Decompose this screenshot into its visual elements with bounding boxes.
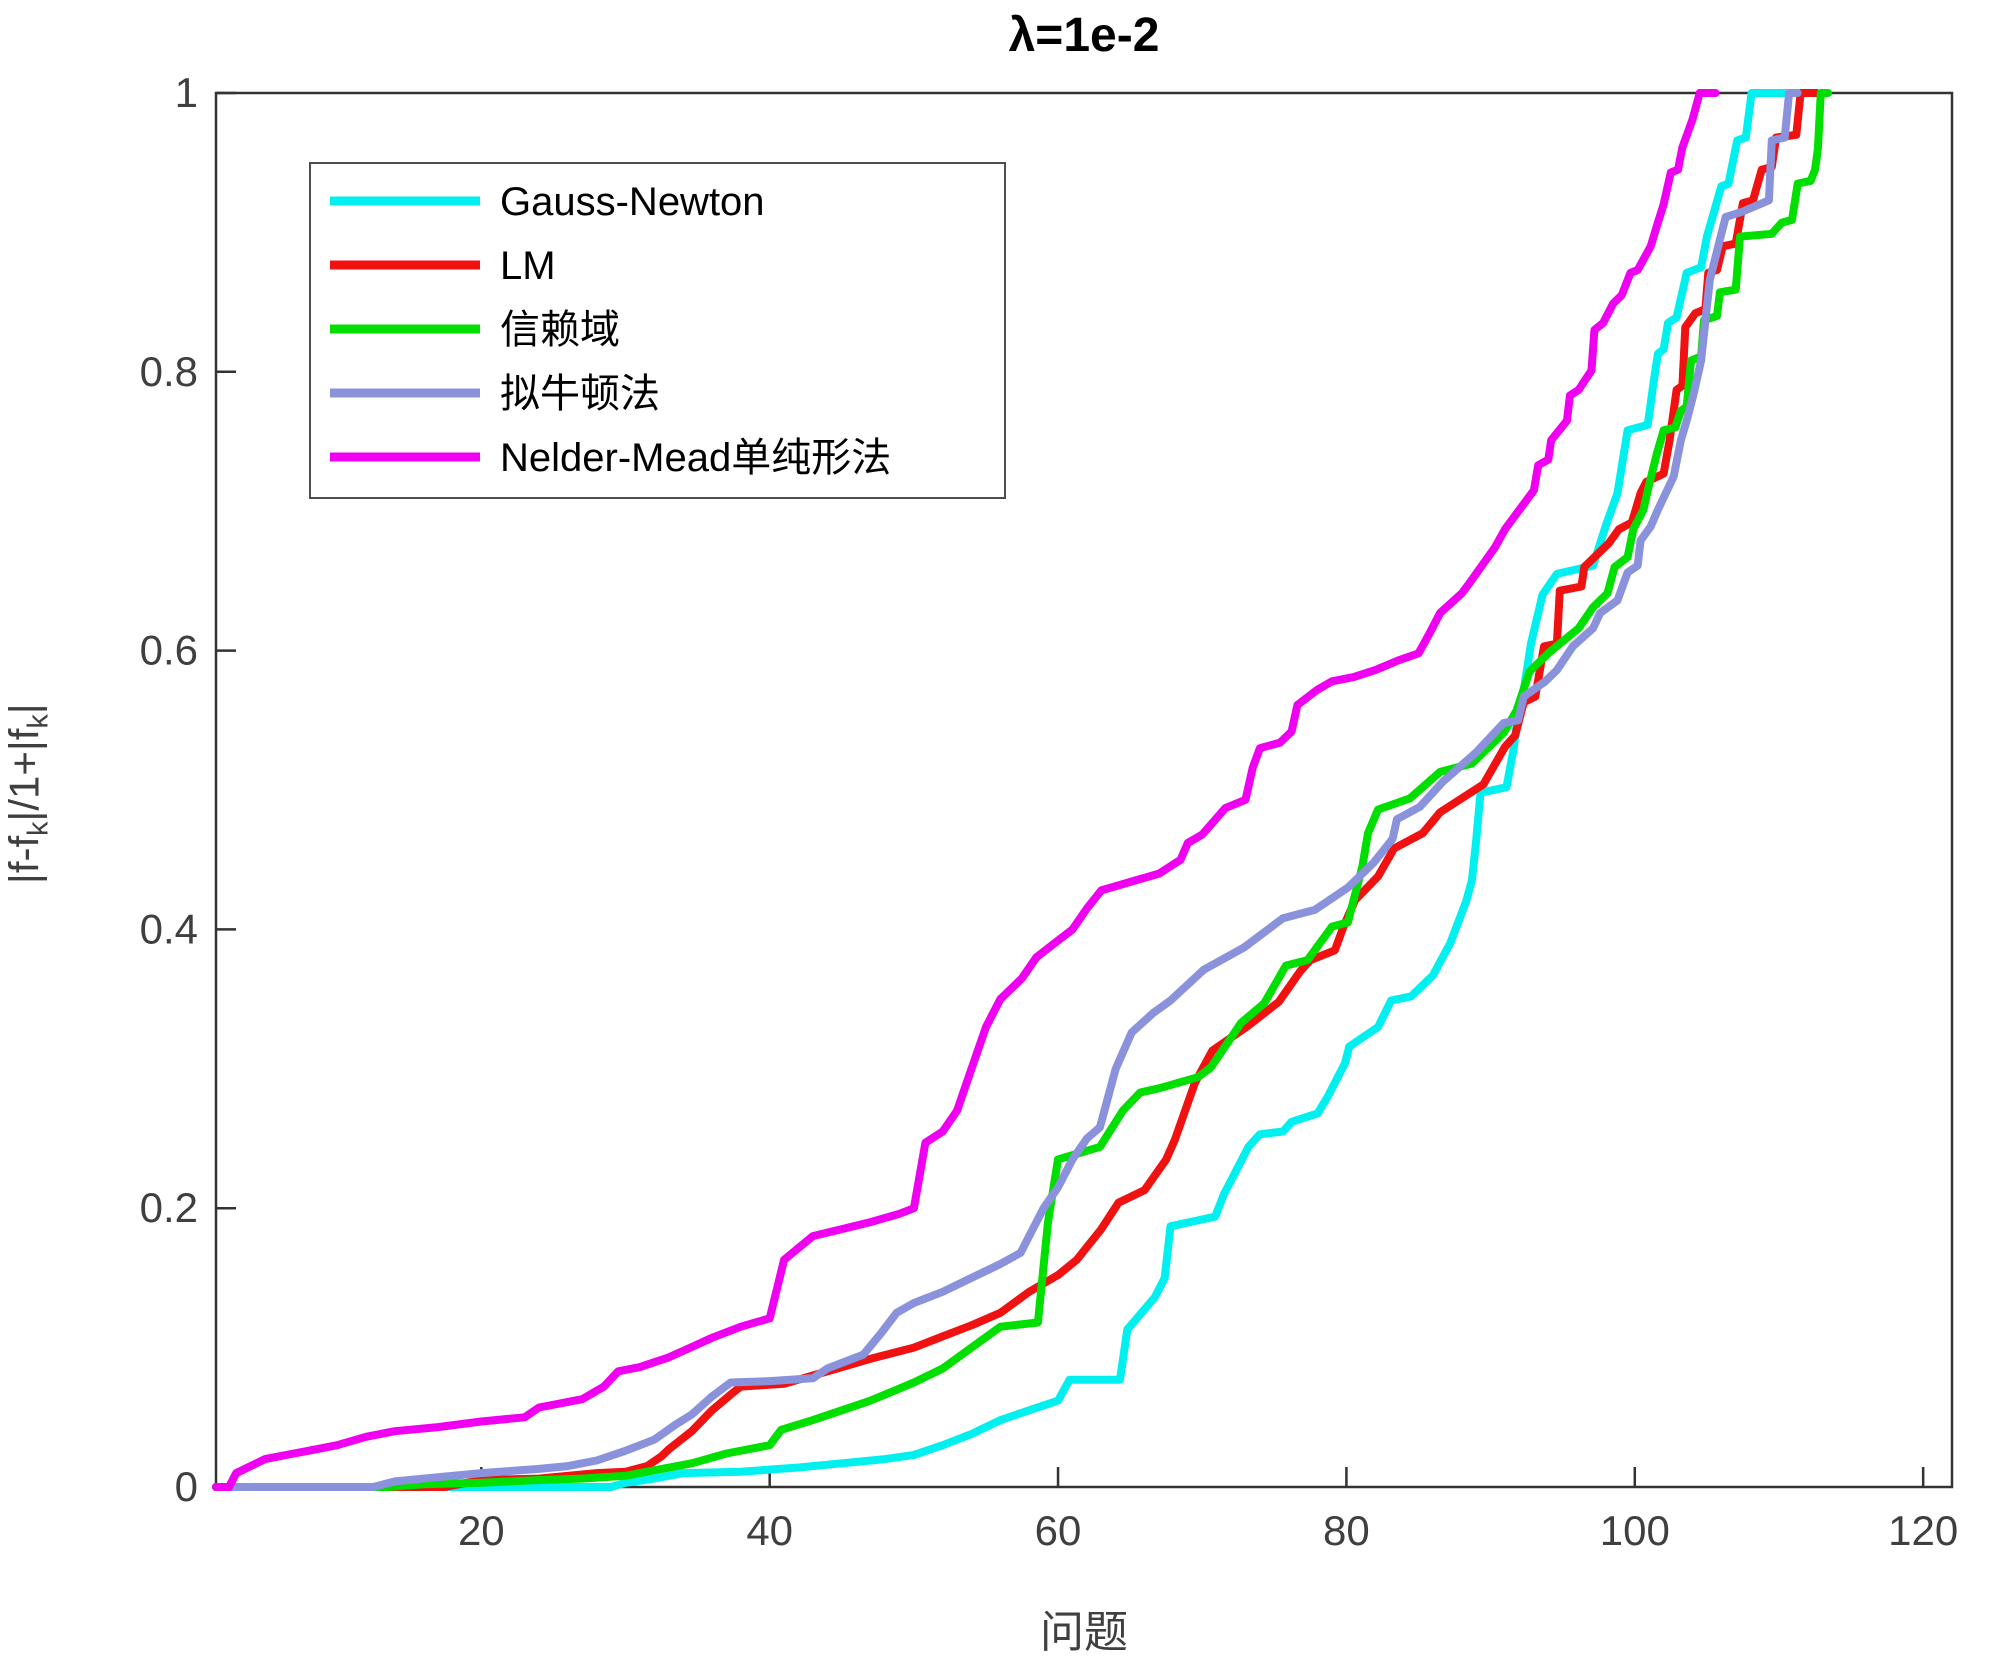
y-label-subscript: k	[22, 821, 55, 836]
legend-label-Gauss-Newton: Gauss-Newton	[500, 180, 765, 224]
legend-label-LM: LM	[500, 244, 556, 288]
plot-box	[214, 91, 1954, 1489]
y-label-text: |/1+|f	[0, 728, 48, 822]
series-line-Gauss-Newton	[212, 89, 1791, 1491]
x-tick-label: 60	[1035, 1507, 1082, 1554]
legend-label-信赖域: 信赖域	[500, 308, 620, 352]
legend-label-拟牛顿法: 拟牛顿法	[500, 372, 660, 416]
chart-title: λ=1e-2	[1008, 9, 1160, 62]
y-tick-label: 0.6	[140, 627, 198, 674]
x-axis-label: 问题	[1040, 1608, 1128, 1657]
y-tick-label: 0.4	[140, 905, 198, 952]
y-label-text: |	[0, 703, 48, 715]
series-line-Nelder-Mead单纯形法	[212, 89, 1720, 1491]
legend-label-Nelder-Mead单纯形法: Nelder-Mead单纯形法	[500, 436, 891, 480]
y-tick-label: 0	[175, 1463, 198, 1510]
x-tick-label: 40	[746, 1507, 793, 1554]
y-tick-label: 1	[175, 69, 198, 116]
y-tick-label: 0.8	[140, 348, 198, 395]
x-tick-label: 20	[458, 1507, 505, 1554]
x-tick-label: 120	[1888, 1507, 1958, 1554]
x-tick-label: 100	[1600, 1507, 1670, 1554]
y-tick-label: 0.2	[140, 1184, 198, 1231]
y-label-text: |f-f	[0, 835, 48, 885]
series-line-信赖域	[212, 89, 1832, 1491]
y-axis-label: |f-fk|/1+|fk|	[0, 514, 55, 1074]
x-tick-label: 80	[1323, 1507, 1370, 1554]
series-line-拟牛顿法	[212, 89, 1802, 1491]
y-label-subscript: k	[22, 714, 55, 729]
